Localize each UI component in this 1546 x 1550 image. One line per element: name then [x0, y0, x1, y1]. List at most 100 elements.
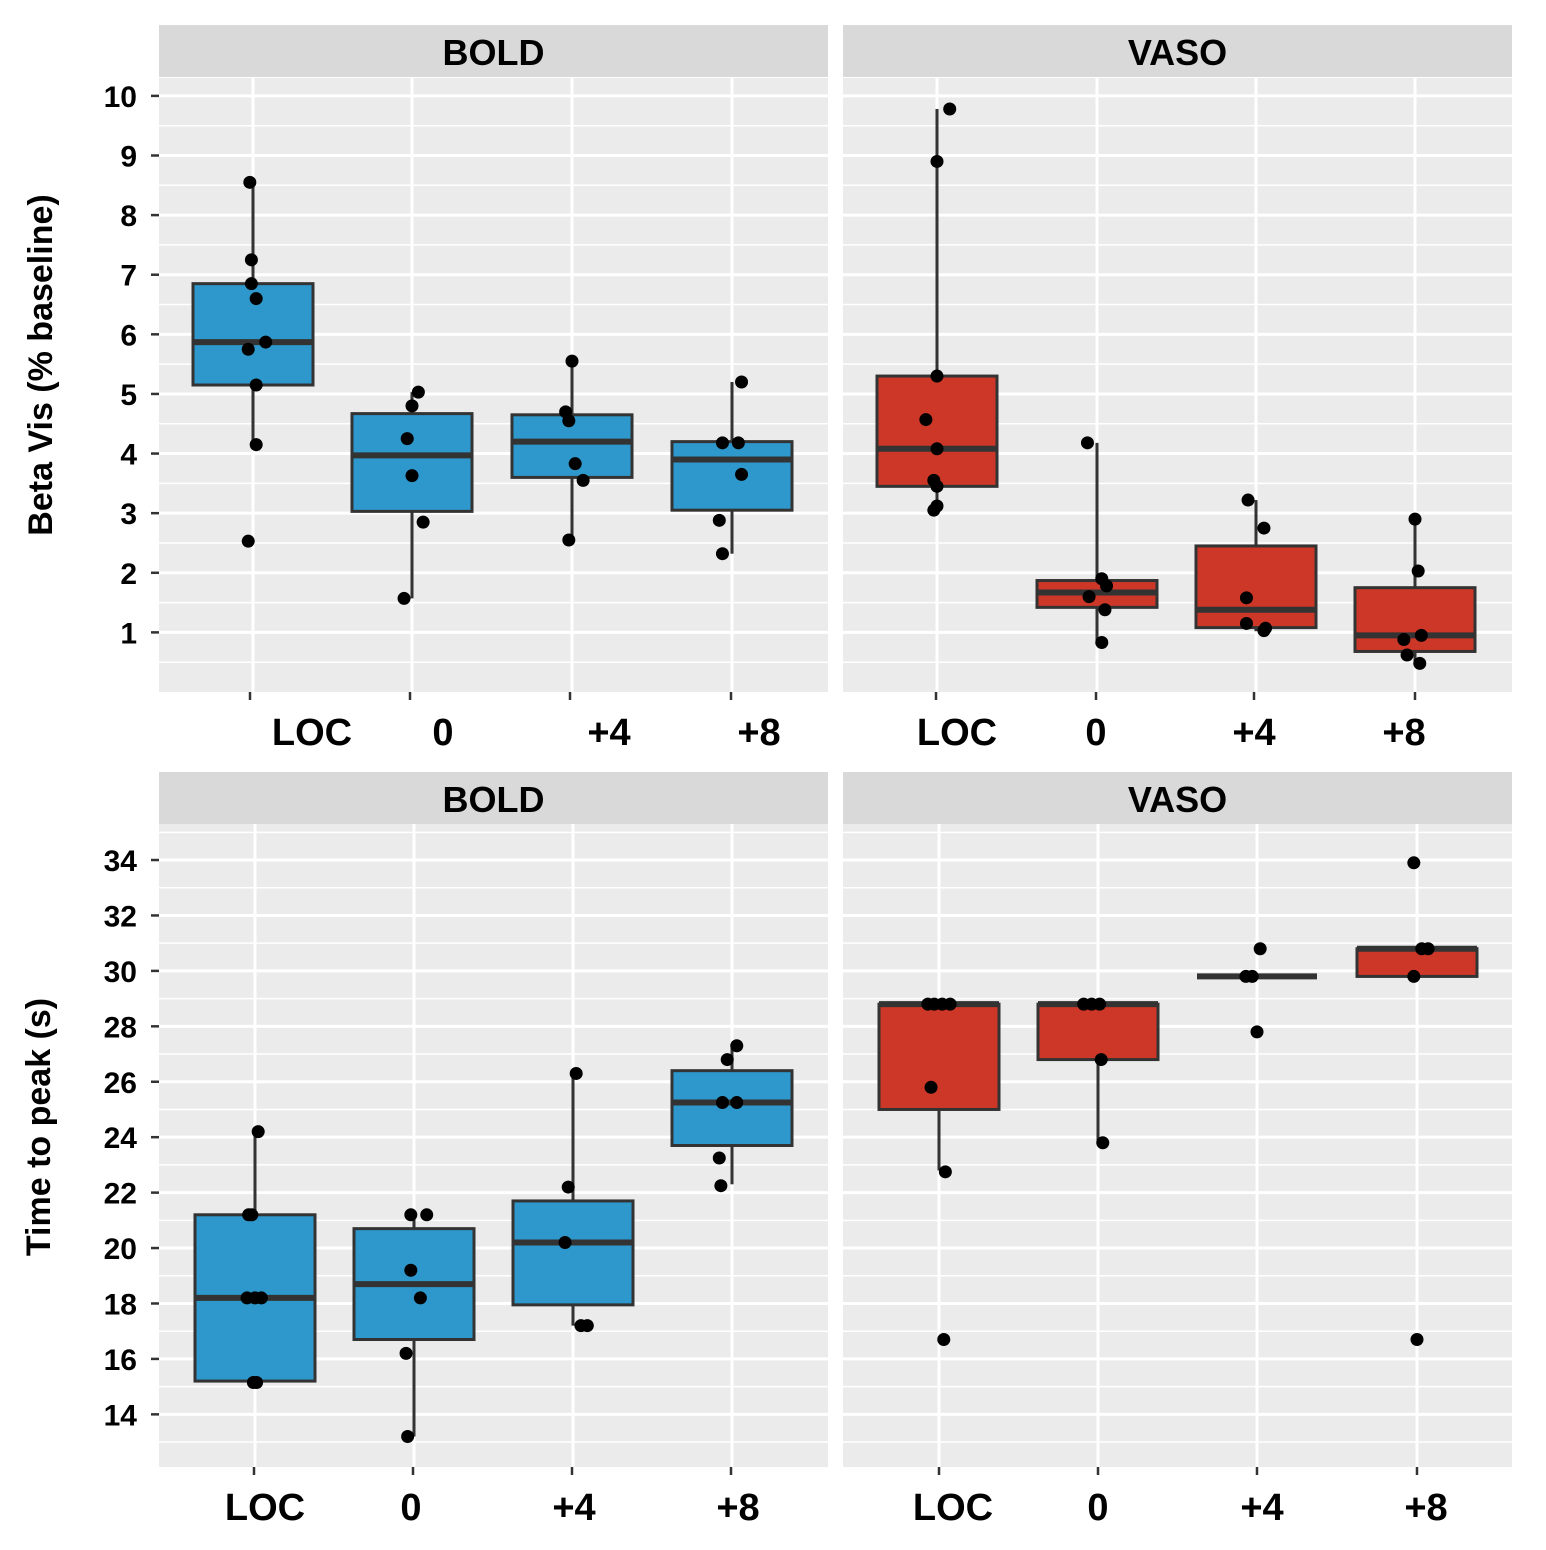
box-body [511, 1199, 635, 1307]
data-point [1407, 969, 1421, 983]
x-category-label: 0 [400, 1487, 421, 1529]
data-point [405, 399, 419, 413]
box-group-0 [352, 1214, 476, 1437]
panel-background [843, 824, 1512, 1467]
data-point [1407, 856, 1421, 870]
data-point [1080, 436, 1094, 450]
x-category-label: LOC [225, 1487, 305, 1529]
box-group-0 [1035, 442, 1159, 643]
data-point [1414, 628, 1428, 642]
data-point [943, 102, 957, 116]
y-tick-label: 16 [104, 1344, 137, 1377]
data-point [249, 378, 263, 392]
box-body [670, 1069, 794, 1147]
data-point [1095, 636, 1109, 650]
y-tick-label: 2 [120, 558, 137, 591]
data-point [251, 1125, 265, 1139]
data-point [401, 1430, 415, 1444]
data-point [1257, 521, 1271, 535]
data-point [244, 253, 258, 267]
facet-panel-3: BOLD 14 16 18 20 22 24 26 28 30 32 34 LOC 0 +4 +8 [104, 772, 828, 1529]
y-tick-label: 24 [104, 1122, 138, 1155]
y-tick-label: 3 [120, 498, 137, 531]
data-point [254, 1291, 268, 1305]
box-group-+8 [670, 1045, 794, 1185]
box-body [670, 440, 794, 512]
data-point [241, 534, 255, 548]
x-category-label: +4 [587, 712, 630, 754]
data-point [1098, 603, 1112, 617]
data-point [930, 442, 944, 456]
data-point [416, 515, 430, 529]
data-point [411, 385, 425, 399]
x-category-label: +8 [1404, 1487, 1447, 1529]
facet-strip-label: BOLD [443, 779, 545, 820]
box-body [875, 374, 999, 488]
box-body [350, 412, 474, 513]
y-tick-label: 20 [104, 1233, 137, 1266]
y-tick-label: 9 [120, 140, 137, 173]
data-point [1397, 633, 1411, 647]
y-tick-label: 26 [104, 1067, 137, 1100]
x-category-label: +4 [1240, 1487, 1283, 1529]
data-point [1421, 942, 1435, 956]
facet-strip-label: VASO [1128, 779, 1227, 820]
data-point [1100, 579, 1114, 593]
y-tick-label: 10 [104, 81, 137, 114]
data-point [930, 154, 944, 168]
y-tick-label: 4 [120, 439, 137, 472]
box-body [877, 1002, 1001, 1111]
data-point [568, 457, 582, 471]
facet-panel-1: BOLD 1 2 3 4 5 6 7 8 9 10 LOC 0 +4 +8 [104, 25, 828, 754]
data-point [919, 413, 933, 427]
data-point [562, 533, 576, 547]
box-body [1194, 544, 1318, 630]
box-body [1353, 586, 1477, 653]
data-point [565, 354, 579, 368]
data-point [1413, 656, 1427, 670]
data-point [558, 1236, 572, 1250]
x-category-label: +8 [1382, 712, 1425, 754]
data-point [1411, 564, 1425, 578]
data-point [1093, 997, 1107, 1011]
y-tick-label: 34 [104, 845, 138, 878]
data-point [1250, 1025, 1264, 1039]
y-tick-label: 18 [104, 1288, 137, 1321]
y-tick-label: 14 [104, 1399, 138, 1432]
data-point [730, 1039, 744, 1053]
data-point [715, 1096, 729, 1110]
data-point [1082, 590, 1096, 604]
data-point [400, 432, 414, 446]
data-point [927, 503, 941, 517]
y-axis-title-beta: Beta Vis (% baseline) [22, 194, 60, 535]
x-category-label: 0 [1087, 1487, 1108, 1529]
x-category-label: LOC [272, 712, 352, 754]
data-point [1239, 591, 1253, 605]
data-point [731, 436, 745, 450]
y-axis-titles: Beta Vis (% baseline) Time to peak (s) [20, 194, 60, 1256]
box-group-+8 [670, 382, 794, 554]
data-point [1096, 1136, 1110, 1150]
x-category-label: 0 [1085, 712, 1106, 754]
y-tick-label: 7 [120, 260, 137, 293]
data-point [399, 1346, 413, 1360]
x-category-label: +4 [1232, 712, 1275, 754]
x-category-label: +8 [716, 1487, 759, 1529]
y-tick-label: 22 [104, 1178, 137, 1211]
y-tick-label: 5 [120, 379, 137, 412]
data-point [930, 479, 944, 493]
data-point [245, 1208, 259, 1222]
facet-strip [159, 772, 828, 824]
data-point [1408, 512, 1422, 526]
data-point [937, 1333, 951, 1347]
data-point [1253, 942, 1267, 956]
data-point [413, 1291, 427, 1305]
data-point [715, 547, 729, 561]
data-point [712, 1151, 726, 1165]
facet-panel-2: VASO LOC 0 +4 +8 [843, 25, 1512, 754]
data-point [250, 1375, 264, 1389]
box-group-0 [350, 392, 474, 599]
x-category-label: LOC [917, 712, 997, 754]
